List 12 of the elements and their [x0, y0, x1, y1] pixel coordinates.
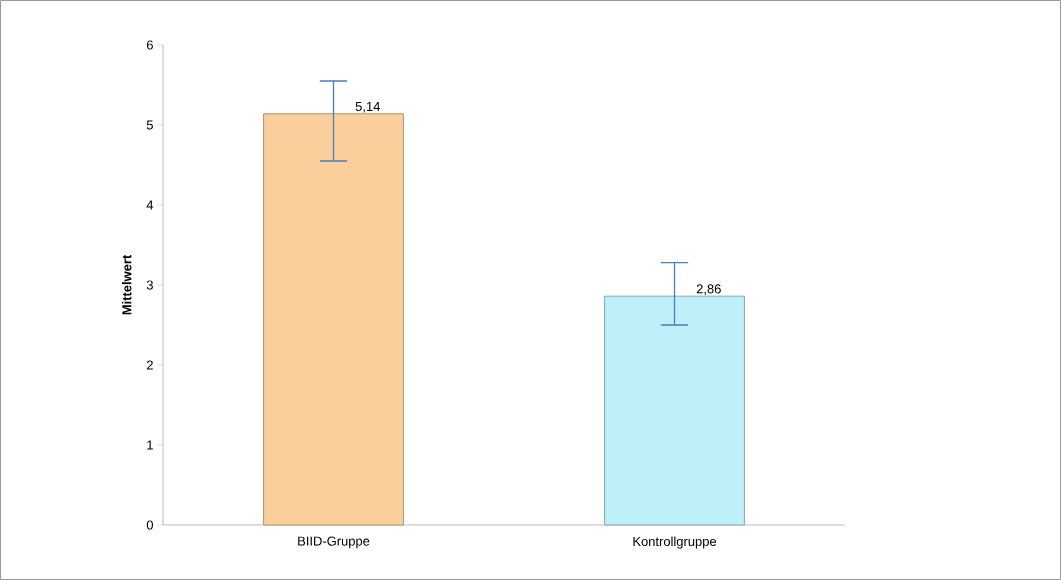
- y-tick-label: 5: [146, 120, 153, 130]
- y-tick-label: 2: [146, 360, 153, 370]
- x-tick-label: Kontrollgruppe: [633, 536, 717, 549]
- y-tick-label: 6: [146, 40, 153, 50]
- y-axis-title: Mittelwert: [121, 254, 132, 315]
- y-tick-label: 1: [147, 440, 153, 450]
- y-tick-label: 0: [146, 520, 153, 530]
- y-tick-label: 3: [146, 280, 153, 290]
- y-tick-label: 4: [146, 200, 154, 210]
- data-label: 2,86: [696, 284, 721, 295]
- x-tick-label: BIID-Gruppe: [298, 536, 370, 549]
- data-label: 5,14: [355, 102, 380, 113]
